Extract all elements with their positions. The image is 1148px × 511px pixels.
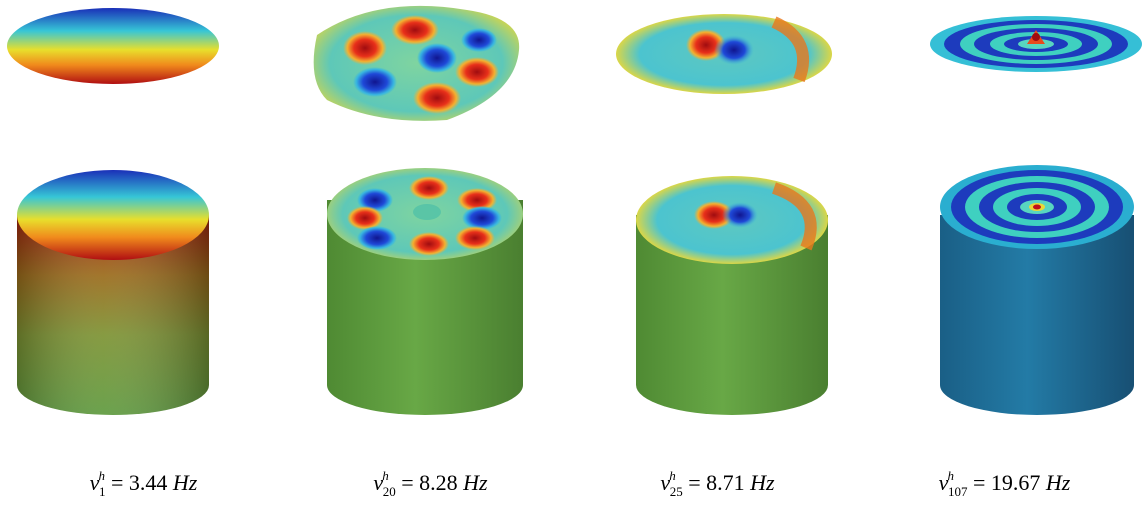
frequency-label: νh107 = 19.67 Hz bbox=[938, 468, 1071, 499]
frequency-label: νh1 = 3.44 Hz bbox=[89, 468, 198, 499]
cylinder-top-surface bbox=[940, 165, 1134, 249]
mode-panel-1: νh1 = 3.44 Hz bbox=[0, 0, 287, 511]
free-surface-disc bbox=[7, 8, 219, 84]
mode-1-figure bbox=[7, 8, 219, 415]
mode-107-figure bbox=[930, 16, 1142, 415]
mode-panel-107: νh107 = 19.67 Hz bbox=[861, 0, 1148, 511]
free-surface-disc bbox=[930, 16, 1142, 72]
mode-panel-20: νh20 = 8.28 Hz bbox=[287, 0, 574, 511]
mode-20-figure bbox=[313, 5, 523, 415]
cylinder-wall bbox=[636, 215, 828, 415]
frequency-label: νh20 = 8.28 Hz bbox=[373, 468, 488, 499]
cylinder-top-surface bbox=[17, 170, 209, 260]
mode-panel-25: νh25 = 8.71 Hz bbox=[574, 0, 861, 511]
frequency-label: νh25 = 8.71 Hz bbox=[660, 468, 775, 499]
mode-25-figure bbox=[616, 14, 832, 415]
cylinder-wall bbox=[940, 215, 1134, 415]
